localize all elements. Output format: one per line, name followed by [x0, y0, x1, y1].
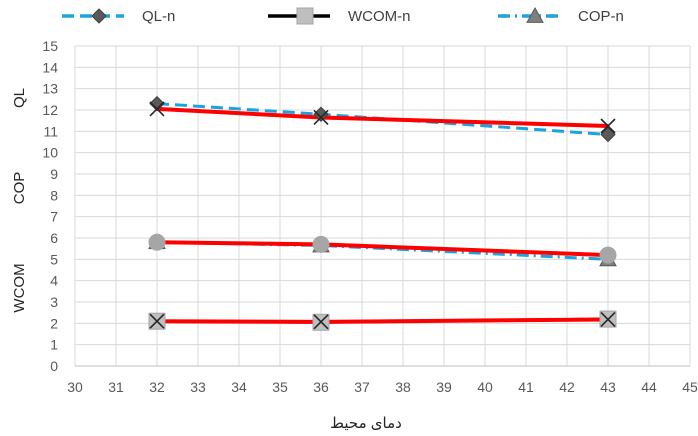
grid-lines [74, 45, 691, 367]
point-cop [148, 233, 166, 251]
point-ql [313, 109, 329, 126]
x-marker-stroke [313, 109, 329, 126]
y-tick-label: 10 [42, 145, 58, 161]
y-tick-label: 3 [50, 294, 58, 310]
y-axis-label-cop: COP [11, 172, 28, 205]
y-tick-label: 6 [50, 230, 58, 246]
y-tick-label: 13 [42, 81, 58, 97]
y-axis-label-wcom: WCOM [11, 263, 28, 312]
point-cop [599, 246, 617, 264]
y-axis-label-ql: QL [11, 88, 28, 108]
x-tick-label: 45 [682, 379, 698, 395]
y-tick-label: 5 [50, 251, 58, 267]
x-tick-label: 31 [108, 379, 124, 395]
y-tick-label: 8 [50, 187, 58, 203]
legend-marker [91, 8, 107, 24]
x-tick-label: 41 [518, 379, 534, 395]
x-marker-stroke [149, 313, 165, 329]
point-wcom [313, 314, 329, 330]
x-tick-label: 32 [149, 379, 165, 395]
series-line-ql [156, 106, 609, 128]
point-ql_n [600, 126, 616, 143]
x-tick-label: 40 [477, 379, 493, 395]
y-tick-label: 9 [50, 166, 58, 182]
x-marker-stroke [149, 101, 165, 117]
x-tick-label: 42 [559, 379, 575, 395]
x-tick-label: 39 [436, 379, 452, 395]
x-tick-label: 35 [272, 379, 288, 395]
y-tick-label: 1 [50, 337, 58, 353]
legend-item: COP-n [498, 6, 624, 25]
legend-item: WCOM-n [268, 7, 411, 25]
x-axis-ticks: 30 31 32 33 34 35 36 37 38 39 40 41 42 43 44 45 [67, 379, 698, 395]
legend: QL-n WCOM-n COP-n [62, 6, 624, 25]
x-marker-stroke [600, 118, 616, 134]
y-tick-label: 15 [42, 38, 58, 54]
x-tick-label: 36 [313, 379, 329, 395]
legend-label: WCOM-n [348, 8, 411, 25]
point-cop [312, 235, 330, 253]
y-tick-label: 12 [42, 102, 58, 118]
point-wcom [600, 311, 616, 328]
axis-labels: دمای محیط QL COP WCOM [11, 88, 402, 432]
x-axis-label: دمای محیط [330, 415, 402, 432]
y-tick-label: 14 [42, 59, 58, 75]
x-tick-label: 38 [395, 379, 411, 395]
x-tick-label: 37 [354, 379, 370, 395]
x-tick-label: 33 [190, 379, 206, 395]
y-tick-label: 4 [50, 273, 58, 289]
x-marker-stroke [313, 314, 329, 330]
x-tick-label: 44 [641, 379, 657, 395]
series-markers [148, 95, 617, 331]
x-tick-label: 30 [67, 379, 83, 395]
legend-label: COP-n [578, 8, 624, 25]
legend-marker [296, 7, 314, 25]
series-line-wcom [156, 317, 609, 324]
y-tick-label: 11 [43, 123, 58, 139]
y-tick-label: 0 [50, 358, 58, 374]
x-marker-stroke [600, 311, 616, 328]
series-lines [156, 102, 609, 324]
point-ql [149, 101, 165, 117]
point-wcom [149, 313, 165, 329]
legend-label: QL-n [142, 8, 175, 25]
point-ql [600, 118, 616, 134]
legend-item: QL-n [62, 8, 175, 25]
point-ql_n [149, 95, 165, 112]
x-tick-label: 43 [600, 379, 616, 395]
y-tick-label: 7 [50, 209, 58, 225]
legend-marker [526, 6, 544, 23]
y-tick-label: 2 [50, 315, 58, 331]
x-tick-label: 34 [231, 379, 247, 395]
series-line-cop [156, 240, 609, 258]
